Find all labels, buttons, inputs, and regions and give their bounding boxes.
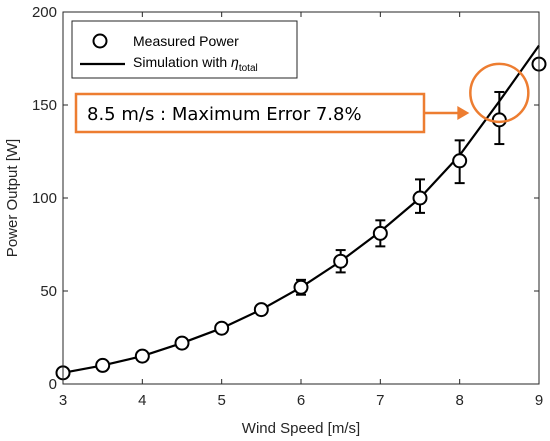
y-tick-label: 200 (32, 4, 57, 21)
y-tick-label: 50 (40, 283, 57, 300)
measured-power-point (95, 357, 111, 373)
axes: 3 4 5 6 7 8 9 0 50 100 150 200 Wind Speed [m/s] Power… (4, 4, 543, 437)
chart-marks (55, 44, 547, 381)
y-tick-label: 100 (32, 190, 57, 207)
legend-label-simulation-main: Simulation with (133, 54, 231, 70)
legend: Measured Power Simulation with ηtotal (71, 20, 298, 79)
annotation-box (74, 92, 426, 134)
x-tick-label: 9 (535, 392, 543, 409)
legend-box (71, 20, 298, 79)
legend-label-measured: Measured Power (133, 33, 239, 49)
annotation-arrow-head (457, 106, 470, 120)
x-tick-label: 7 (376, 392, 384, 409)
x-tick-label: 4 (138, 392, 146, 409)
y-axis-title: Power Output [W] (4, 139, 21, 257)
measured-power-point (253, 302, 269, 318)
measured-power-point (293, 279, 309, 295)
legend-marker-measured (92, 33, 108, 49)
x-tick-label: 6 (297, 392, 305, 409)
measured-power-point (134, 348, 150, 364)
measured-power-point (214, 320, 230, 336)
annotation-text: 8.5 m/s : Maximum Error 7.8% (87, 104, 362, 125)
measured-power-point (174, 335, 190, 351)
y-tick-label: 0 (49, 376, 57, 393)
x-tick-label: 3 (59, 392, 67, 409)
legend-label-simulation-symbol: η (231, 54, 239, 70)
annotation-highlight-circle (469, 62, 530, 124)
legend-label-simulation-subscript: total (239, 63, 258, 74)
measured-power-point (452, 153, 468, 169)
measured-power-point (372, 225, 388, 241)
x-tick-label: 5 (217, 392, 225, 409)
annotation: 8.5 m/s : Maximum Error 7.8% (74, 62, 530, 134)
measured-power-point (491, 112, 507, 128)
x-axis-title: Wind Speed [m/s] (242, 420, 360, 437)
legend-label-simulation: Simulation with ηtotal (133, 54, 258, 74)
measured-power-point (412, 190, 428, 206)
x-tick-label: 8 (455, 392, 463, 409)
y-tick-label: 150 (32, 97, 57, 114)
measured-power-point (333, 253, 349, 269)
